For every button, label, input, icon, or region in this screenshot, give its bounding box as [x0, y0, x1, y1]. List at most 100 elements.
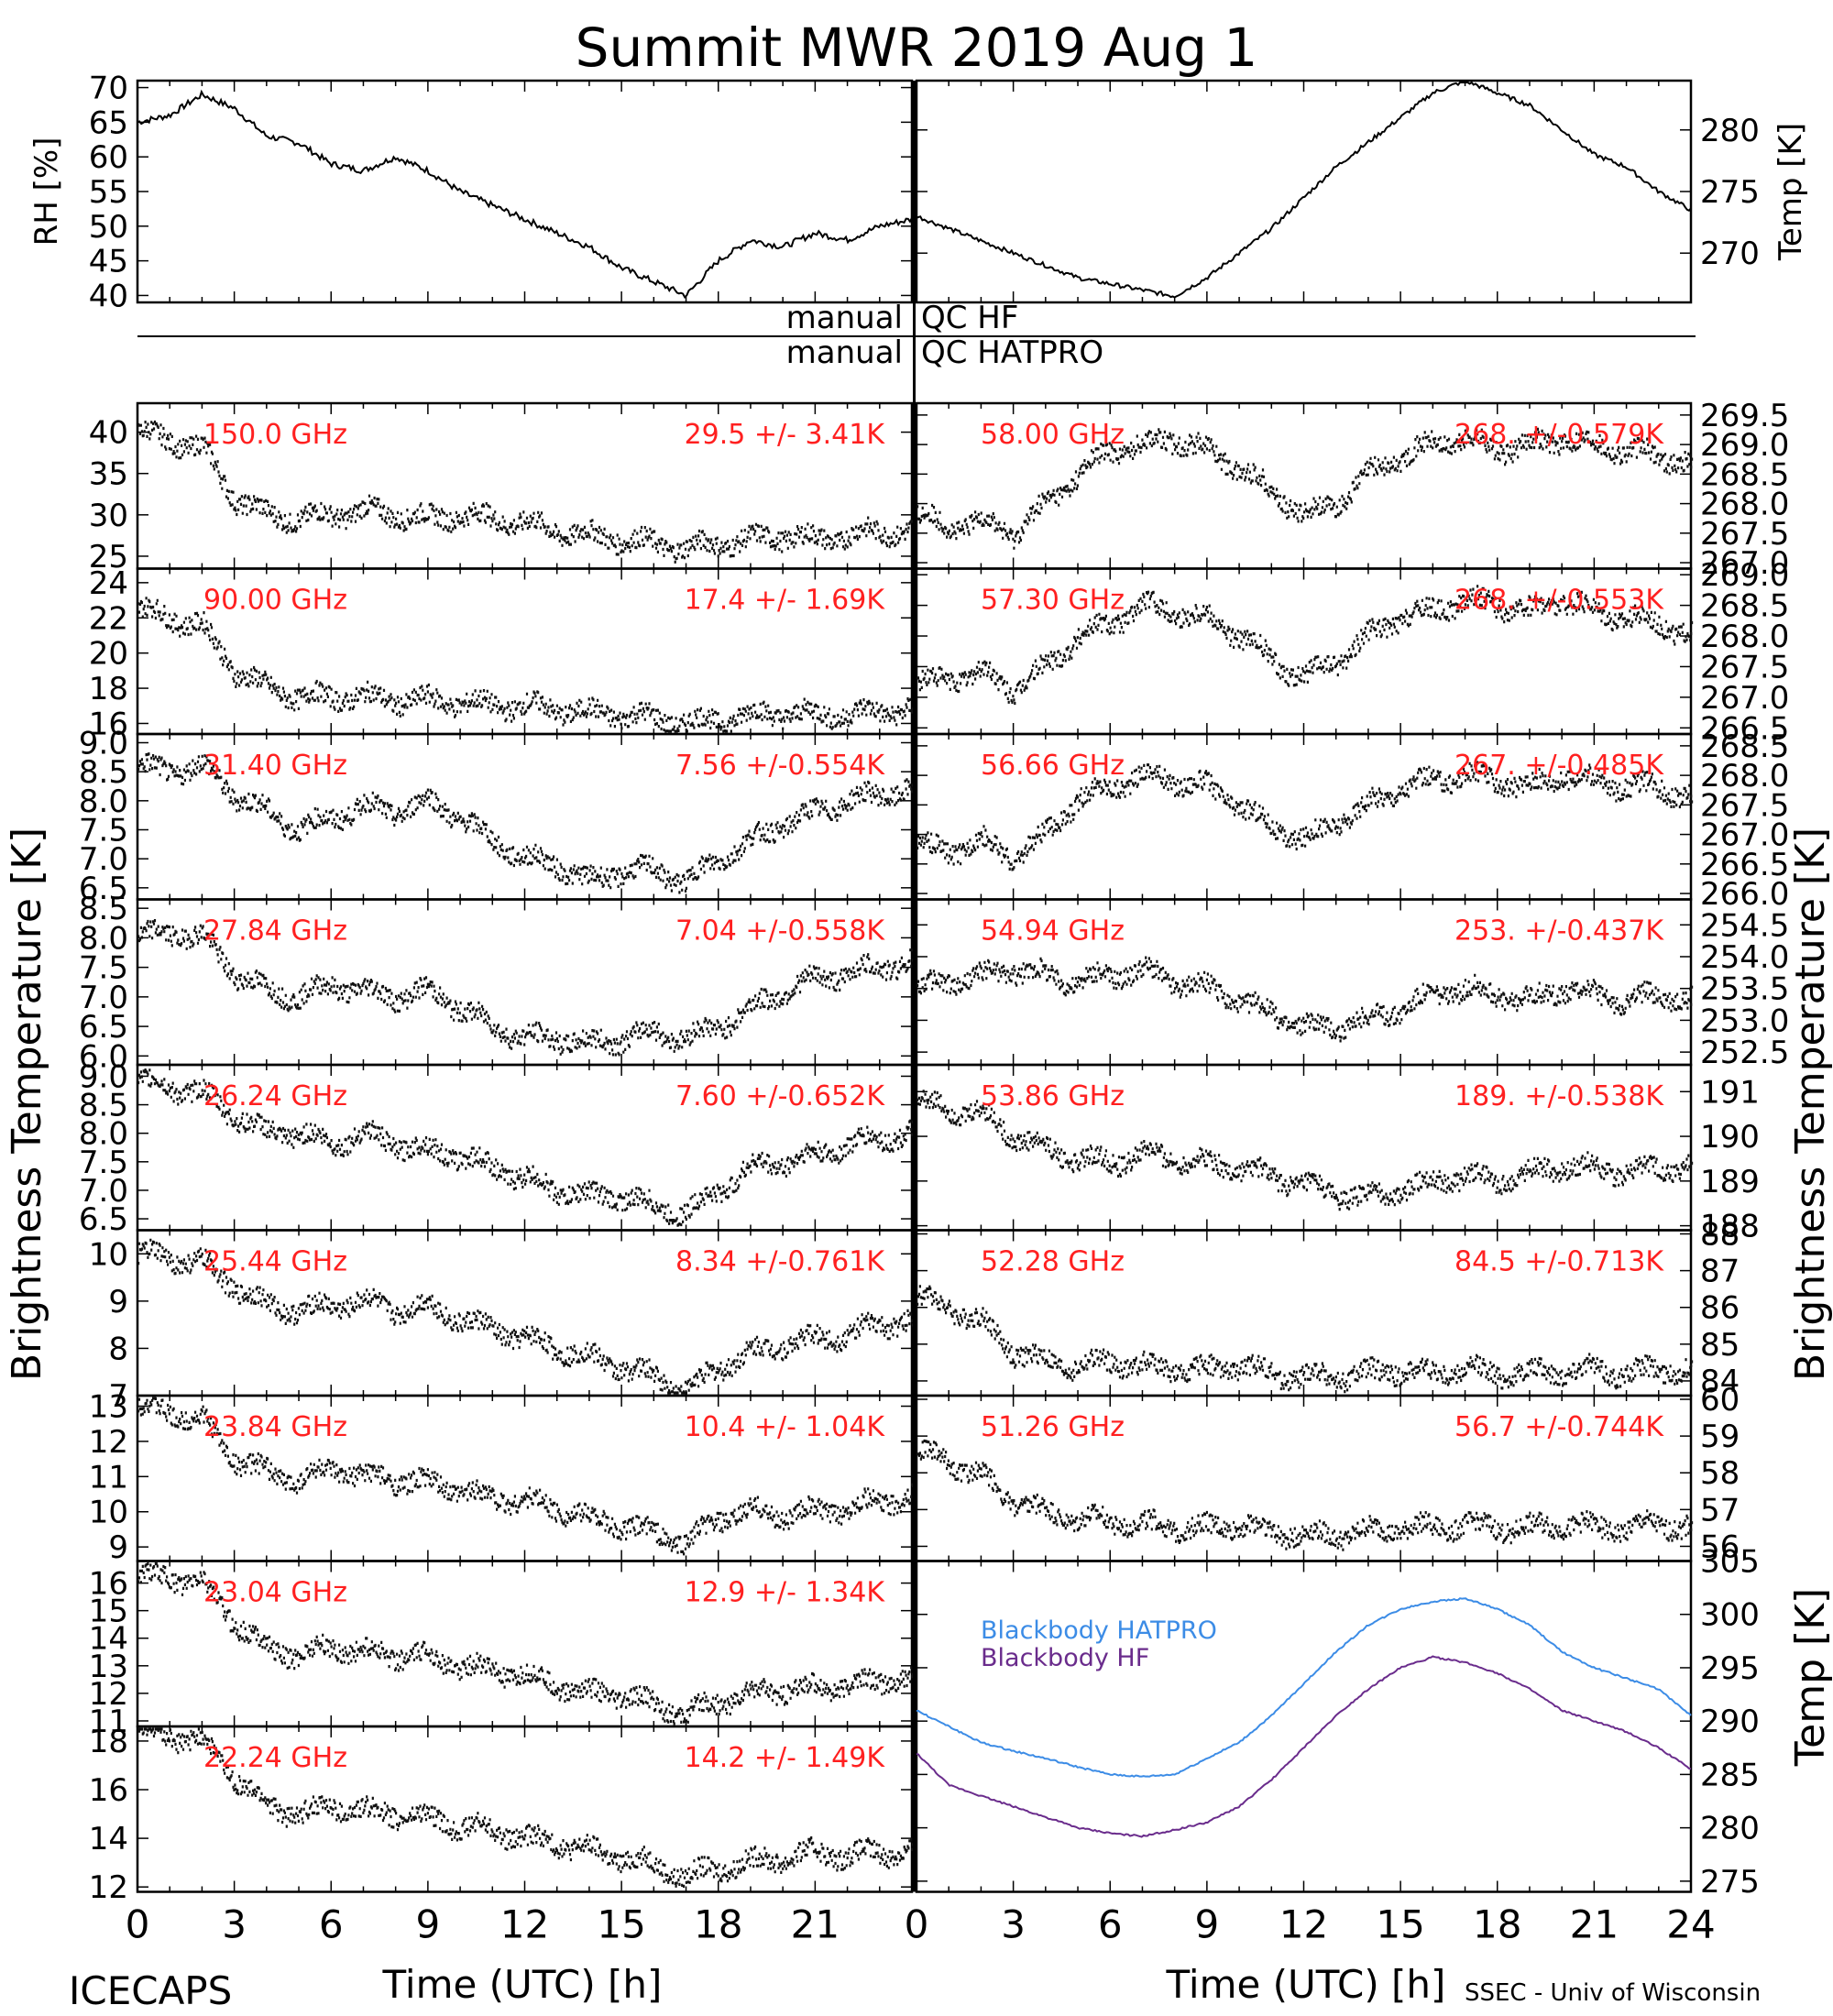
right-panel-0-channel-label: 58.00 GHz: [981, 419, 1125, 451]
left-panel-2-points: [137, 752, 915, 894]
right-panel-2-ytick-label: 267.0: [1700, 817, 1789, 854]
blackbody-panel-ytick-label: 300: [1700, 1597, 1760, 1634]
right-panel-2-ytick-label: 266.0: [1700, 876, 1789, 913]
rh-panel-ytick-label: 70: [89, 71, 128, 107]
right-panel-6-ytick-label: 58: [1700, 1455, 1740, 1492]
right-x-tick-label: 18: [1473, 1902, 1521, 1947]
right-panel-6-points: [916, 1439, 1694, 1551]
left-panel-2-ytick-label: 8.5: [79, 754, 128, 791]
right-panel-0-ytick-label: 268.5: [1700, 456, 1789, 493]
left-x-tick-label: 9: [416, 1902, 441, 1947]
left-panel-6-ytick-label: 12: [89, 1424, 128, 1461]
left-panel-5-point-cloud: [137, 1238, 915, 1395]
rh-panel-ytick-label: 45: [89, 244, 128, 280]
left-panel-0-ytick-label: 25: [89, 539, 128, 575]
right-panel-6-ytick-label: 57: [1700, 1492, 1740, 1528]
left-panel-5-stat-label: 8.34 +/-0.761K: [675, 1246, 885, 1278]
left-panel-4-ytick-label: 6.5: [79, 1201, 128, 1238]
left-x-tick-label: 12: [500, 1902, 549, 1947]
left-panel-8-ytick-label: 18: [89, 1724, 128, 1760]
right-panel-0-ytick-label: 267.5: [1700, 516, 1789, 553]
left-panel-7-ytick-label: 11: [89, 1704, 128, 1740]
rh-axis-label: RH [%]: [28, 137, 65, 247]
icecaps-label: ICECAPS: [69, 1968, 232, 2013]
right-panel-5-ytick-label: 85: [1700, 1327, 1740, 1364]
left-panel-2-ytick-label: 7.0: [79, 841, 128, 878]
blackbody-panel-ytick-label: 290: [1700, 1704, 1760, 1740]
right-x-tick-label: 9: [1195, 1902, 1220, 1947]
left-panel-6-ytick-label: 9: [108, 1529, 128, 1566]
left-panel-5-ytick-label: 8: [108, 1331, 128, 1367]
left-panel-3-ytick-label: 7.0: [79, 980, 128, 1016]
left-panel-1-point-cloud: [137, 597, 915, 733]
right-panel-5-ytick-label: 86: [1700, 1290, 1740, 1327]
left-panel-4-points: [137, 1068, 915, 1227]
left-panel-8-points: [137, 1727, 915, 1888]
blackbody-legend: Blackbody HATPRO Blackbody HF: [981, 1616, 1217, 1672]
left-panel-4-channel-label: 26.24 GHz: [203, 1080, 347, 1112]
left-panel-6-points: [137, 1397, 915, 1556]
left-panel-0-points: [137, 420, 915, 564]
right-panel-5-ytick-label: 87: [1700, 1254, 1740, 1290]
right-panel-1-ytick-label: 267.5: [1700, 649, 1789, 685]
right-panel-3-point-cloud: [916, 956, 1694, 1043]
right-x-tick-label: 15: [1376, 1902, 1424, 1947]
blackbody-line-1: [916, 1655, 1692, 1838]
left-panel-8-point-cloud: [137, 1727, 915, 1888]
qc-hatpro-right-label: QC HATPRO: [921, 334, 1103, 371]
left-panel-0-ytick-label: 40: [89, 415, 128, 452]
left-panel-0-channel-label: 150.0 GHz: [203, 419, 347, 451]
right-panel-4-ytick-label: 189: [1700, 1164, 1760, 1200]
left-x-tick-label: 6: [319, 1902, 344, 1947]
rh-panel-ytick-label: 40: [89, 278, 128, 314]
right-panel-2-points: [916, 761, 1694, 871]
left-panel-1-ytick-label: 20: [89, 636, 128, 673]
left-panel-0-stat-label: 29.5 +/- 3.41K: [685, 419, 886, 451]
right-panel-3-points: [916, 956, 1694, 1043]
right-panel-0-ytick-label: 268.0: [1700, 487, 1789, 523]
rh-panel-frame: [136, 79, 914, 304]
left-panel-3-points: [137, 919, 915, 1057]
right-panel-4-channel-label: 53.86 GHz: [981, 1080, 1125, 1112]
temp-panel-ytick-label: 275: [1700, 174, 1760, 211]
left-panel-2-stat-label: 7.56 +/-0.554K: [675, 750, 885, 782]
right-panel-1-ytick-label: 269.0: [1700, 557, 1789, 594]
left-panel-6-ytick-label: 10: [89, 1495, 128, 1531]
left-panel-2-channel-label: 31.40 GHz: [203, 750, 347, 782]
right-panel-6-ytick-label: 56: [1700, 1528, 1740, 1565]
left-panel-3-point-cloud: [137, 919, 915, 1057]
qc-hf-left-label: manual: [786, 300, 903, 336]
qc-hatpro-left-label: manual: [786, 334, 903, 371]
right-panel-5-ytick-label: 88: [1700, 1217, 1740, 1254]
right-panel-1-point-cloud: [916, 585, 1694, 706]
right-panel-4-ytick-label: 188: [1700, 1209, 1760, 1245]
right-panel-1-ytick-label: 267.0: [1700, 680, 1789, 717]
right-panel-4-stat-label: 189. +/-0.538K: [1454, 1080, 1664, 1112]
right-panel-0-ytick-label: 269.5: [1700, 398, 1789, 434]
blackbody-axis-label: Temp [K]: [1787, 1588, 1833, 1767]
temp-panel-ytick-label: 270: [1700, 236, 1760, 272]
left-x-tick-label: 15: [597, 1902, 645, 1947]
right-panel-4-ytick-label: 190: [1700, 1119, 1760, 1156]
right-panel-2-ytick-label: 268.0: [1700, 758, 1789, 794]
left-panel-3-ytick-label: 6.0: [79, 1038, 128, 1075]
left-panel-0-point-cloud: [137, 420, 915, 564]
right-panel-0-ytick-label: 267.0: [1700, 545, 1789, 582]
temp-panel-frame: [915, 79, 1693, 304]
right-x-tick-label: 0: [905, 1902, 929, 1947]
left-panel-3-ytick-label: 6.5: [79, 1009, 128, 1046]
left-x-tick-label: 3: [222, 1902, 247, 1947]
left-panel-1-ytick-label: 18: [89, 671, 128, 707]
left-panel-3-stat-label: 7.04 +/-0.558K: [675, 915, 885, 948]
right-axis-label: Brightness Temperature [K]: [1787, 827, 1833, 1381]
left-panel-1-ytick-label: 24: [89, 565, 128, 602]
left-panel-7-ytick-label: 12: [89, 1676, 128, 1713]
left-panel-6-channel-label: 23.84 GHz: [203, 1411, 347, 1443]
left-panel-6-ytick-label: 11: [89, 1459, 128, 1496]
right-panel-2-point-cloud: [916, 761, 1694, 871]
left-panel-0-ytick-label: 30: [89, 498, 128, 534]
right-panel-3-channel-label: 54.94 GHz: [981, 915, 1125, 948]
ssec-credit: SSEC - Univ of Wisconsin: [1465, 1979, 1761, 2007]
left-panel-1-ytick-label: 16: [89, 706, 128, 742]
left-panel-0-ytick-label: 35: [89, 456, 128, 493]
